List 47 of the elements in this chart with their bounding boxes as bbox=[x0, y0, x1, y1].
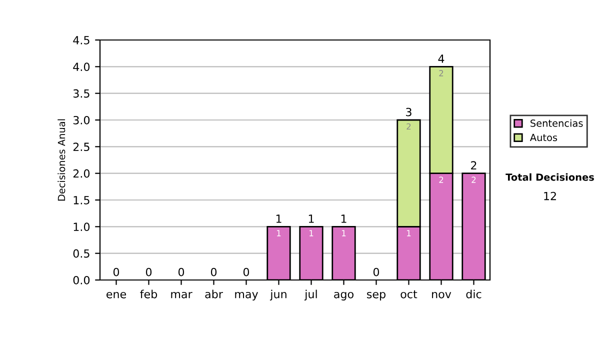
total-label: 0 bbox=[243, 268, 250, 276]
data-label: 2 bbox=[472, 176, 476, 183]
data-label: 2 bbox=[406, 123, 411, 130]
data-label: 2 bbox=[439, 176, 444, 183]
x-tick-label: jul bbox=[304, 290, 317, 300]
x-tick-label: sep bbox=[367, 292, 386, 300]
total-label: 2 bbox=[471, 161, 476, 170]
total-label: 1 bbox=[308, 214, 314, 223]
data-label: 1 bbox=[310, 230, 314, 236]
y-axis-title: Decisiones Anual bbox=[58, 119, 66, 201]
y-tick-label: 0.0 bbox=[73, 276, 90, 284]
total-label: 0 bbox=[113, 268, 120, 276]
x-tick-label: jun bbox=[270, 290, 286, 300]
x-tick-label: abr bbox=[205, 290, 223, 298]
y-tick-label: 2.0 bbox=[73, 169, 90, 178]
y-tick-label: 1.0 bbox=[74, 222, 90, 232]
legend-label: Autos bbox=[530, 134, 558, 142]
x-tick-label: mar bbox=[171, 292, 192, 298]
x-tick-label: feb bbox=[140, 290, 158, 298]
text: Total Decisiones bbox=[506, 173, 594, 181]
total-label: 0 bbox=[178, 268, 184, 276]
data-label: 2 bbox=[439, 70, 444, 76]
legend-label: Sentencias bbox=[530, 119, 583, 127]
x-tick-label: may bbox=[235, 292, 258, 300]
x-tick-label: dic bbox=[466, 290, 482, 298]
total-label: 3 bbox=[406, 108, 412, 116]
x-tick-label: ago bbox=[334, 292, 354, 300]
y-tick-label: 4.5 bbox=[73, 36, 90, 44]
x-tick-label: oct bbox=[400, 290, 418, 298]
data-label: 1 bbox=[407, 230, 411, 236]
total-label: 0 bbox=[210, 268, 217, 276]
data-label: 1 bbox=[277, 230, 281, 236]
text: 12 bbox=[544, 192, 556, 200]
total-label: 1 bbox=[341, 214, 346, 223]
data-label: 1 bbox=[342, 230, 346, 236]
y-tick-label: 1.5 bbox=[74, 196, 90, 204]
x-tick-label: ene bbox=[106, 292, 126, 298]
y-tick-label: 4.0 bbox=[73, 62, 90, 72]
x-tick-label: nov bbox=[432, 292, 452, 298]
y-tick-label: 0.5 bbox=[73, 249, 90, 258]
y-tick-label: 2.5 bbox=[73, 142, 90, 152]
y-tick-label: 3.0 bbox=[73, 116, 90, 124]
total-label: 4 bbox=[438, 54, 444, 63]
y-tick-label: 3.5 bbox=[73, 89, 90, 98]
total-label: 0 bbox=[146, 268, 152, 276]
total-label: 0 bbox=[373, 268, 380, 276]
total-label: 1 bbox=[276, 214, 282, 223]
